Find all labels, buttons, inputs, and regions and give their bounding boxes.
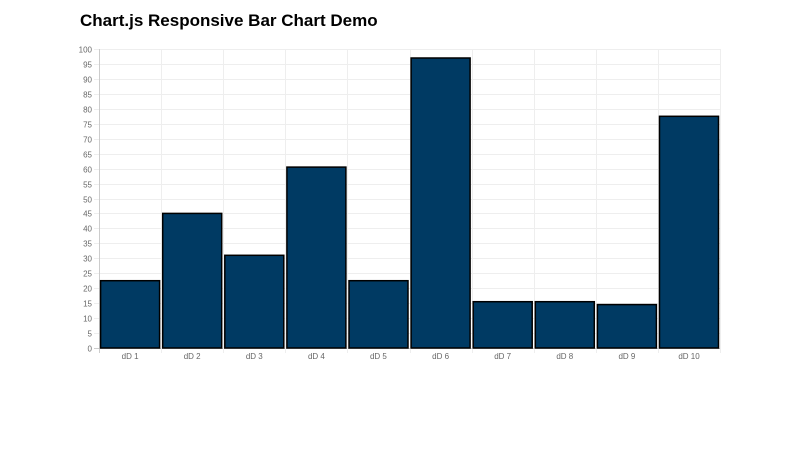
x-tick-label: dD 3 [246,352,263,361]
y-tick-label: 55 [83,181,92,190]
y-tick-label: 30 [83,255,92,264]
x-tick-label: dD 8 [556,352,573,361]
x-tick-label: dD 1 [122,352,139,361]
x-tick-label: dD 6 [432,352,449,361]
bar[interactable] [161,212,223,349]
x-tick-label: dD 7 [494,352,511,361]
y-tick-label: 0 [88,345,93,354]
y-tick-label: 35 [83,240,92,249]
bar[interactable] [224,254,285,349]
bar[interactable] [99,279,161,349]
x-axis-ticks: dD 1 dD 2 dD 3 dD 4 dD 5 dD 6 dD 7 dD 8 dD 9 dD 1… [122,352,701,361]
y-axis-ticks: 0 5 10 15 20 25 30 35 40 45 50 55 60 65 70 75 80 85 90 95 10… [79,46,93,354]
y-tick-label: 5 [88,330,93,339]
bars [99,57,720,349]
y-tick-label: 75 [83,121,92,130]
y-tick-label: 65 [83,151,92,160]
x-tick-label: dD 5 [370,352,387,361]
y-tick-label: 45 [83,210,92,219]
y-tick-label: 20 [83,285,92,294]
y-tick-label: 50 [83,196,92,205]
y-tick-label: 80 [83,106,92,115]
page-title: Chart.js Responsive Bar Chart Demo [80,11,378,30]
y-tick-label: 100 [79,46,93,55]
bar[interactable] [658,115,720,349]
x-tick-label: dD 10 [678,352,700,361]
y-tick-label: 10 [83,315,92,324]
y-tick-label: 90 [83,76,92,85]
bar[interactable] [286,166,347,349]
y-tick-label: 85 [83,91,92,100]
bar[interactable] [534,300,596,349]
bar[interactable] [472,300,533,349]
bar[interactable] [348,279,409,349]
x-tick-label: dD 2 [184,352,201,361]
bar[interactable] [410,57,471,349]
x-tick-label: dD 4 [308,352,325,361]
y-tick-label: 60 [83,166,92,175]
y-tick-label: 15 [83,300,92,309]
y-tick-label: 95 [83,61,92,70]
y-tick-label: 70 [83,136,92,145]
y-tick-label: 40 [83,225,92,234]
y-tick-label: 25 [83,270,92,279]
x-tick-label: dD 9 [618,352,635,361]
bar[interactable] [596,303,658,349]
